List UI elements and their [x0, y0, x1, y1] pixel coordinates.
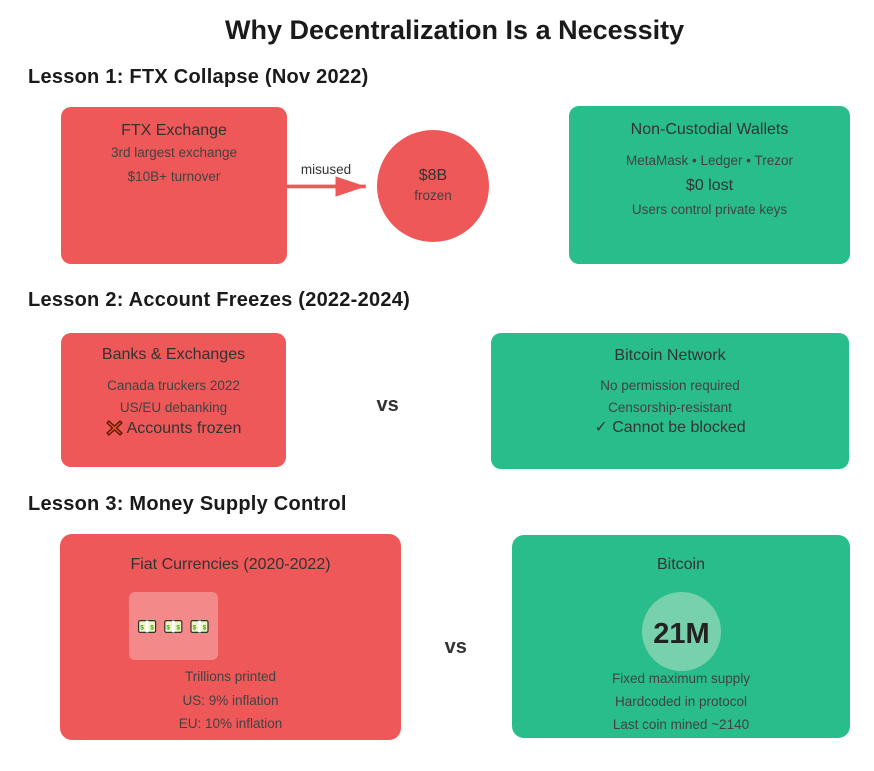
svg-text:$: $ [193, 625, 197, 632]
svg-text:$: $ [150, 625, 154, 632]
svg-text:$: $ [203, 625, 207, 632]
svg-text:$: $ [176, 625, 180, 632]
svg-text:$: $ [166, 625, 170, 632]
svg-text:$: $ [140, 625, 144, 632]
